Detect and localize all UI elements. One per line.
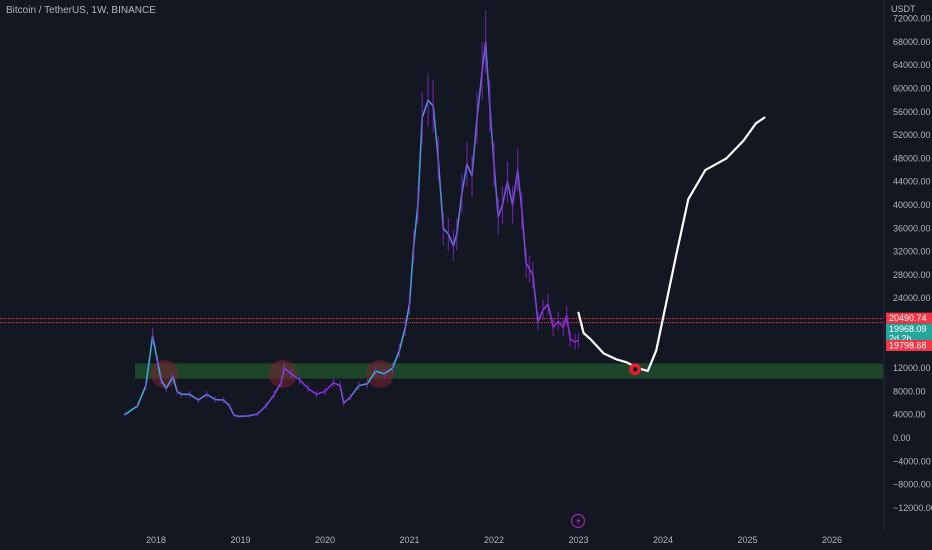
y-tick-label: 4000.00 — [893, 410, 926, 420]
symbol-title: Bitcoin / TetherUS, 1W, BINANCE — [6, 5, 156, 16]
x-tick-label: 2021 — [399, 535, 419, 545]
y-tick-label: 12000.00 — [893, 363, 931, 373]
y-tick-label: 68000.00 — [893, 37, 931, 47]
x-tick-label: 2025 — [737, 535, 757, 545]
price-tag-label: 19968.09 — [889, 324, 927, 334]
lightning-icon — [570, 513, 586, 529]
y-tick-label: 24000.00 — [893, 293, 931, 303]
x-tick-label: 2018 — [146, 535, 166, 545]
y-tick-label: −12000.00 — [893, 503, 932, 513]
y-tick-label: 72000.00 — [893, 14, 931, 24]
x-tick-label: 2019 — [230, 535, 250, 545]
price-tag-box — [886, 323, 932, 344]
y-tick-label: 44000.00 — [893, 177, 931, 187]
lightning-glyph — [576, 516, 581, 526]
highlight-circle — [365, 359, 394, 388]
price-series-line — [124, 41, 579, 418]
support-zone — [135, 363, 883, 379]
y-tick-label: 52000.00 — [893, 130, 931, 140]
price-tag-label: 20490.74 — [889, 313, 927, 323]
price-tag-box — [886, 340, 932, 351]
y-tick-label: 64000.00 — [893, 60, 931, 70]
x-tick-label: 2020 — [315, 535, 335, 545]
y-tick-label: 48000.00 — [893, 153, 931, 163]
x-tick-label: 2023 — [568, 535, 588, 545]
price-tag-box — [886, 312, 932, 324]
x-tick-label: 2022 — [484, 535, 504, 545]
y-tick-label: 56000.00 — [893, 107, 931, 117]
x-tick-label: 2024 — [653, 535, 673, 545]
price-tag-label: 19798.68 — [889, 341, 927, 351]
y-tick-label: 32000.00 — [893, 247, 931, 257]
y-tick-label: 0.00 — [893, 433, 911, 443]
x-tick-label: 2026 — [822, 535, 842, 545]
y-tick-label: −8000.00 — [893, 480, 931, 490]
y-tick-label: 28000.00 — [893, 270, 931, 280]
y-tick-label: 8000.00 — [893, 386, 926, 396]
projection-line — [577, 116, 766, 373]
y-tick-label: 40000.00 — [893, 200, 931, 210]
y-tick-label: 60000.00 — [893, 84, 931, 94]
y-tick-label: −4000.00 — [893, 456, 931, 466]
target-marker-center — [632, 367, 638, 372]
price-tag-countdown: 2d 2h — [889, 334, 912, 344]
currency-label: USDT — [891, 4, 916, 14]
y-tick-label: 36000.00 — [893, 223, 931, 233]
